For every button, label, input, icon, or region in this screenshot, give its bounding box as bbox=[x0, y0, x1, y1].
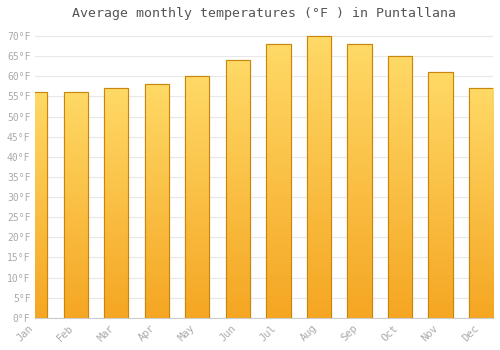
Bar bbox=[64, 92, 88, 318]
Bar bbox=[428, 72, 452, 318]
Bar bbox=[23, 92, 48, 318]
Bar bbox=[226, 60, 250, 318]
Bar bbox=[226, 60, 250, 318]
Bar bbox=[64, 92, 88, 318]
Bar bbox=[266, 44, 290, 318]
Bar bbox=[306, 36, 331, 318]
Title: Average monthly temperatures (°F ) in Puntallana: Average monthly temperatures (°F ) in Pu… bbox=[72, 7, 456, 20]
Bar bbox=[469, 89, 493, 318]
Bar bbox=[104, 89, 128, 318]
Bar bbox=[347, 44, 372, 318]
Bar bbox=[104, 89, 128, 318]
Bar bbox=[23, 92, 48, 318]
Bar bbox=[469, 89, 493, 318]
Bar bbox=[144, 84, 169, 318]
Bar bbox=[185, 76, 210, 318]
Bar bbox=[388, 56, 412, 318]
Bar bbox=[388, 56, 412, 318]
Bar bbox=[347, 44, 372, 318]
Bar bbox=[144, 84, 169, 318]
Bar bbox=[266, 44, 290, 318]
Bar bbox=[185, 76, 210, 318]
Bar bbox=[428, 72, 452, 318]
Bar bbox=[306, 36, 331, 318]
